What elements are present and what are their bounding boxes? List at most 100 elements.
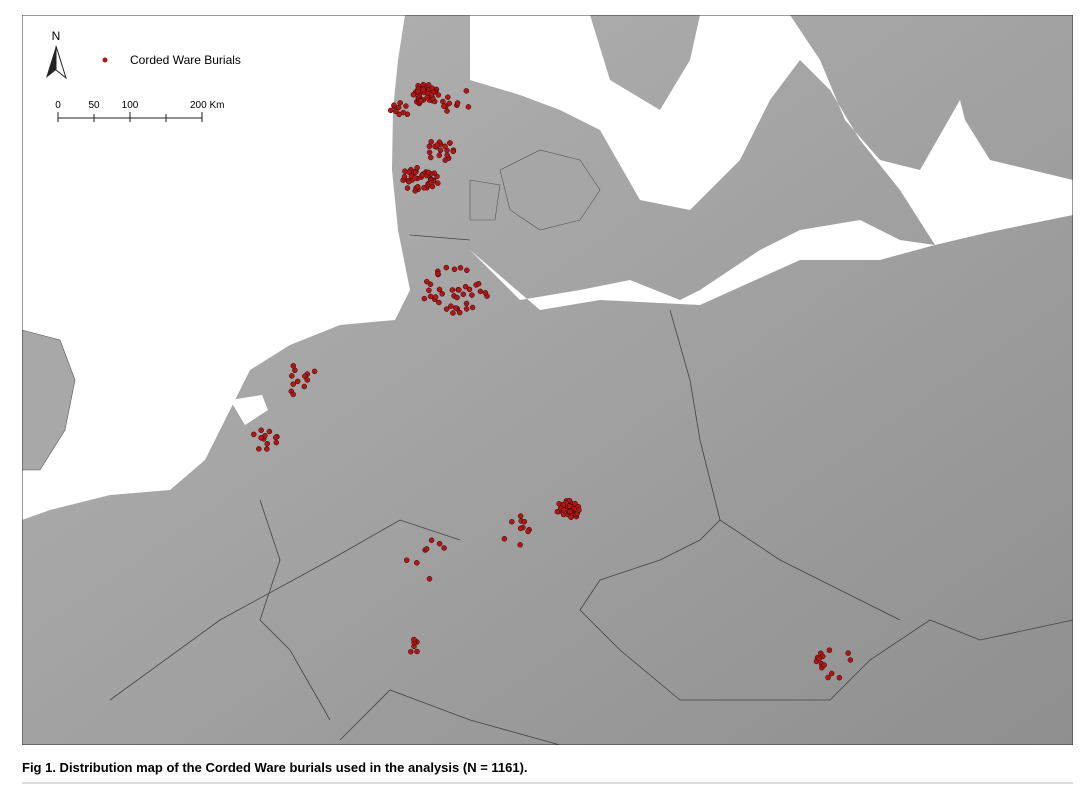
burial-point [828, 670, 835, 677]
burial-point [264, 440, 271, 447]
border [339, 689, 561, 745]
burial-point [826, 647, 833, 653]
burial-points [251, 81, 854, 681]
legend-label: Corded Ware Burials [130, 53, 241, 67]
burial-point [420, 86, 426, 93]
scale-bar: 0 50 100 200 Km [55, 100, 224, 122]
burial-point [517, 542, 523, 548]
burial-point [294, 378, 301, 385]
burial-point [418, 98, 424, 104]
burial-point [403, 557, 410, 563]
burial-point [463, 306, 470, 312]
burial-point [424, 278, 430, 285]
burial-point [463, 88, 470, 94]
burial-point [509, 519, 515, 525]
burial-point [415, 88, 421, 95]
burial-point [466, 286, 473, 293]
border [719, 519, 901, 621]
burial-point [576, 507, 582, 513]
burial-point [436, 299, 442, 306]
burial-point [432, 294, 439, 300]
burial-point [426, 143, 433, 150]
burial-point [444, 152, 450, 159]
burial-point [404, 185, 411, 191]
burial-point [406, 169, 412, 175]
burial-point [426, 576, 433, 582]
burial-point [460, 291, 467, 298]
burial-point [821, 662, 827, 668]
burial-point [554, 508, 561, 515]
burial-point [463, 300, 470, 307]
border [579, 309, 1073, 701]
burial-point [401, 173, 408, 180]
burial-point [462, 283, 469, 290]
burial-point [406, 178, 412, 185]
burial-point [403, 103, 409, 109]
burial-point [391, 102, 397, 108]
burial-point [441, 103, 447, 109]
burial-point [469, 304, 476, 311]
burial-point [517, 513, 524, 519]
scale-label: 200 Km [190, 100, 224, 111]
burial-point [450, 310, 456, 316]
burial-point [446, 100, 453, 107]
burial-point [411, 636, 417, 643]
burial-point [435, 270, 441, 277]
burial-point [567, 508, 573, 515]
burial-point [400, 109, 407, 116]
burial-point [420, 81, 427, 88]
burial-point [441, 545, 447, 551]
zealand [499, 149, 601, 231]
burial-point [397, 100, 403, 106]
burial-point [387, 107, 394, 114]
arrow-left [46, 46, 56, 78]
burial-point [301, 383, 308, 390]
scale-label: 0 [55, 100, 61, 111]
burial-point [436, 286, 443, 293]
burial-point [445, 94, 451, 100]
burial-point [412, 175, 418, 181]
north-label: N [52, 29, 61, 43]
burial-point [290, 381, 296, 387]
burial-point [258, 427, 264, 433]
burial-point [443, 306, 450, 312]
border [259, 499, 331, 721]
burial-point [428, 139, 434, 145]
burial-point [426, 149, 433, 156]
burial-point [456, 309, 463, 316]
burial-point [443, 264, 450, 271]
burial-point [428, 537, 435, 544]
burial-point [408, 648, 414, 655]
burial-point [421, 295, 428, 302]
burial-point [273, 439, 280, 446]
burial-point [442, 143, 448, 150]
burial-point [560, 511, 567, 518]
burial-point [501, 536, 508, 542]
caption: Fig 1. Distribution map of the Corded Wa… [22, 760, 528, 775]
burial-point [444, 108, 450, 114]
burial-point [435, 92, 442, 98]
burial-point [428, 179, 435, 186]
britain [22, 329, 76, 471]
burial-point [434, 142, 441, 148]
burial-point [825, 674, 831, 681]
burial-point [412, 169, 419, 176]
burial-point [251, 431, 257, 438]
border [109, 519, 461, 701]
burial-point [464, 267, 470, 274]
burial-point [423, 546, 430, 552]
burial-point [454, 294, 460, 301]
burial-point [266, 428, 273, 435]
burial-point [845, 650, 851, 656]
burial-point [410, 91, 417, 98]
burial-point [449, 287, 456, 293]
arrow-right [55, 45, 67, 80]
burial-point [469, 292, 475, 298]
burial-point [521, 518, 528, 525]
funen [469, 179, 501, 221]
burial-point [256, 446, 262, 452]
burial-point [425, 169, 432, 176]
burial-point [427, 293, 434, 300]
burial-point [439, 291, 445, 297]
burial-point [289, 373, 295, 379]
